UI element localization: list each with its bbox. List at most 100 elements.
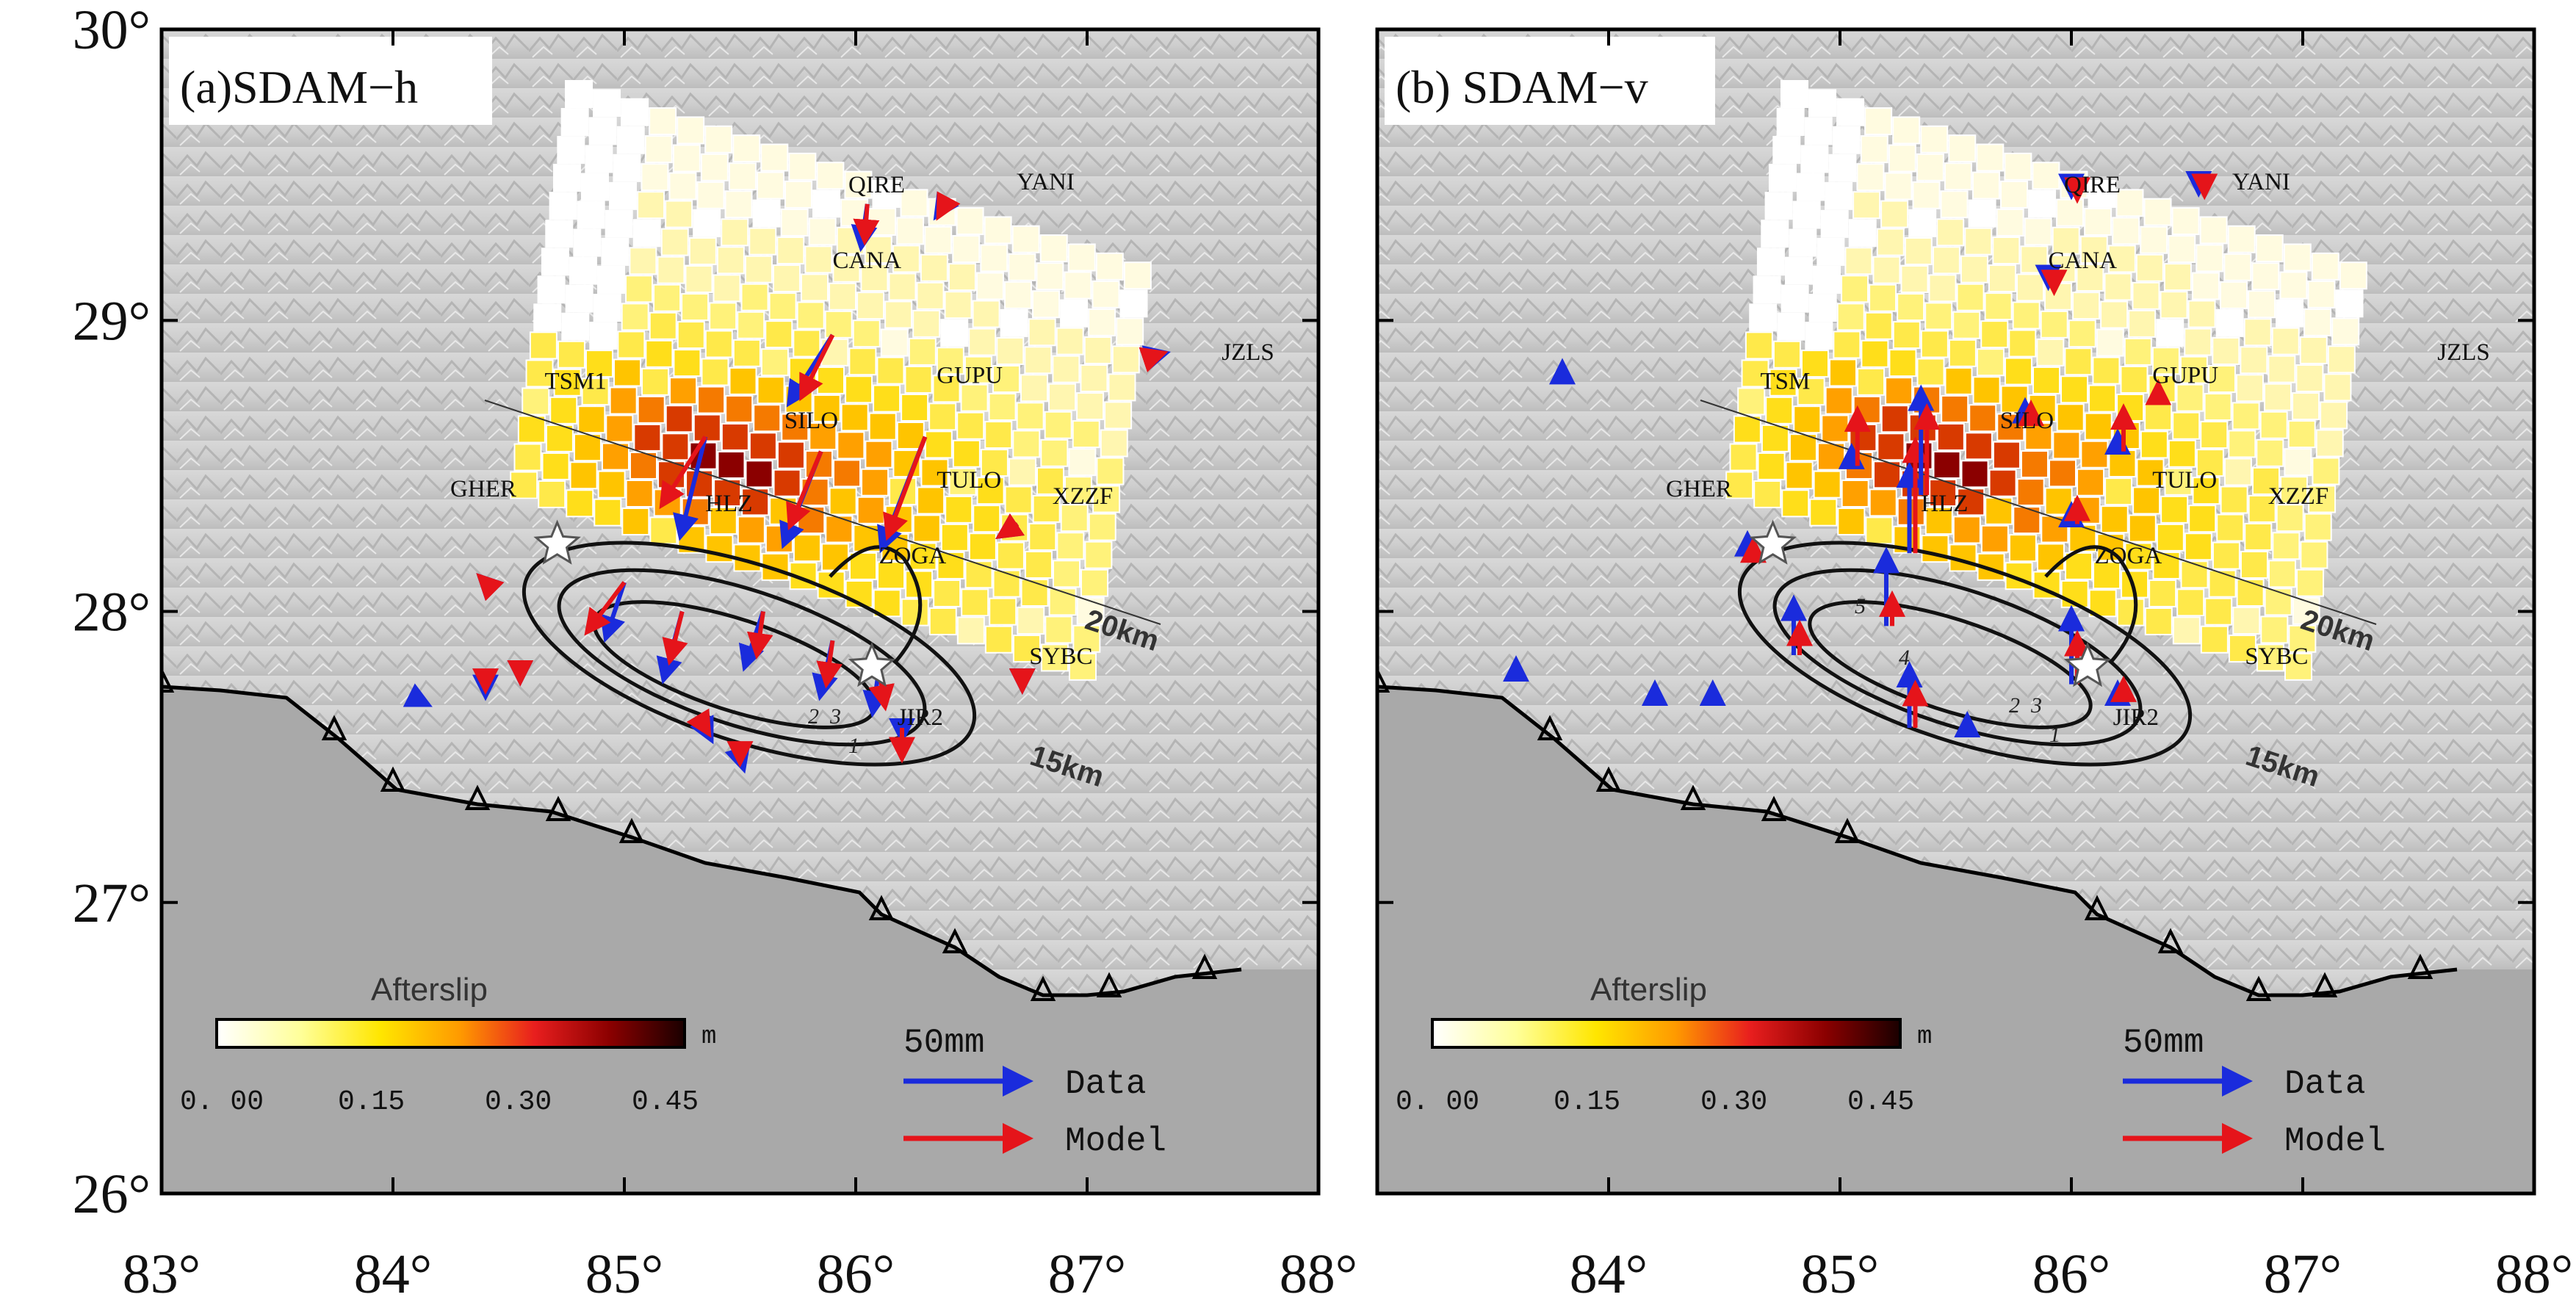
slip-patch (1080, 568, 1109, 597)
epicenters-b (1749, 519, 2112, 687)
slip-patch (1848, 219, 1877, 248)
slip-patch (613, 358, 642, 387)
slip-patch (1861, 339, 1889, 368)
slip-patch (645, 339, 674, 368)
slip-patch (844, 170, 873, 199)
slip-patch (2276, 299, 2304, 328)
model-vector (659, 436, 707, 510)
slip-patch (1940, 190, 1969, 219)
slip-patch (996, 336, 1025, 365)
slip-patch (1119, 289, 1148, 318)
slip-patch (2184, 532, 2212, 561)
colorbar-tick-a-2: 0.30 (485, 1086, 552, 1118)
slip-patch (968, 532, 997, 561)
slip-patch (1088, 308, 1116, 336)
slip-patch (1764, 192, 1793, 220)
slip-patch (2228, 635, 2256, 663)
station-label-tulo: TULO (2152, 467, 2217, 494)
slip-patch (2116, 393, 2145, 422)
data-vector (673, 436, 708, 541)
slip-patch (2243, 318, 2272, 347)
slip-patch (552, 164, 581, 192)
x-tick-label-b: 86° (2032, 1243, 2110, 1305)
slip-patch (1756, 248, 1785, 276)
slip-patch (529, 331, 558, 360)
contour-label-b-3: 3 (2030, 693, 2042, 718)
slip-patch (637, 191, 665, 220)
slip-patch (1904, 236, 1933, 265)
slip-patch (932, 375, 961, 403)
slip-patch (933, 579, 962, 607)
slip-patch (566, 489, 594, 518)
slip-patch (2024, 217, 2052, 246)
slip-patch (2120, 365, 2149, 394)
slip-patch (2300, 541, 2328, 569)
contour-label-a-2: 3 (829, 704, 841, 729)
slip-patch (2016, 478, 2045, 507)
slip-patch (868, 412, 897, 441)
slip-patch (2115, 189, 2144, 217)
slip-patch (1060, 504, 1089, 532)
slip-patch (621, 303, 649, 331)
slip-patch (1821, 414, 1850, 443)
slip-patch (1924, 302, 1953, 331)
slip-patch (760, 143, 789, 172)
station-label-jzls: JZLS (2437, 339, 2490, 366)
slip-patch (2248, 290, 2276, 319)
slip-patch (585, 350, 613, 378)
slip-patch (2156, 319, 2184, 347)
station-label-qire: QIRE (848, 172, 905, 198)
slip-patch (2160, 291, 2188, 319)
slip-patch (1880, 405, 1909, 433)
slip-patch (729, 366, 757, 395)
slip-patch (1828, 154, 1857, 182)
colorbar-tick-a-3: 0.45 (632, 1086, 699, 1118)
slip-patch (1784, 256, 1813, 285)
slip-patch (1781, 489, 1810, 518)
fault-tooth (1096, 972, 1122, 997)
fault-teeth-a (162, 667, 1218, 1001)
slip-patch (973, 505, 1001, 533)
slip-patch (2331, 317, 2360, 346)
slip-patch (944, 291, 973, 319)
slip-patch (549, 396, 578, 425)
slip-patch (1941, 394, 1969, 423)
x-tick-label-b: 88° (2495, 1243, 2573, 1305)
slip-patch (861, 468, 890, 496)
slip-patch (732, 134, 761, 163)
slip-patch (1999, 180, 2028, 209)
station-label-silo: SILO (2000, 408, 2054, 434)
station-label-gupu: GUPU (937, 362, 1003, 389)
x-tick-label-a: 84° (354, 1243, 432, 1305)
fault-tooth (380, 766, 406, 792)
fault-tooth (942, 928, 968, 953)
slip-patch (2060, 375, 2089, 404)
legend-data-label-a: Data (1065, 1065, 1146, 1103)
slip-patch (2008, 534, 2037, 563)
slip-patch (1813, 265, 1841, 294)
slip-patch (781, 413, 809, 441)
slip-patch (1003, 281, 1032, 309)
slip-patch (593, 294, 621, 322)
slip-patch (2251, 262, 2280, 291)
slip-patch (569, 461, 598, 490)
slip-patch (704, 330, 733, 358)
station-label-silo: SILO (784, 408, 838, 434)
slip-patch (2084, 412, 2113, 441)
model-vector (995, 513, 1025, 539)
slip-patch (1052, 355, 1080, 383)
slip-patch (649, 107, 677, 136)
slip-patch (1952, 311, 1981, 339)
panel-title-a: (a)SDAM−h (180, 61, 418, 113)
slip-patch (1040, 643, 1069, 672)
slip-patch (2163, 263, 2192, 292)
slip-patch (2204, 393, 2232, 422)
x-tick-label-a: 88° (1280, 1243, 1357, 1305)
slip-patch (808, 217, 837, 246)
slip-patch (956, 616, 985, 645)
slip-patch (569, 256, 597, 285)
slip-patch (1849, 423, 1877, 452)
slip-patch (1988, 264, 2016, 293)
y-tick-label: 30° (73, 0, 151, 61)
slip-patch (804, 245, 833, 274)
